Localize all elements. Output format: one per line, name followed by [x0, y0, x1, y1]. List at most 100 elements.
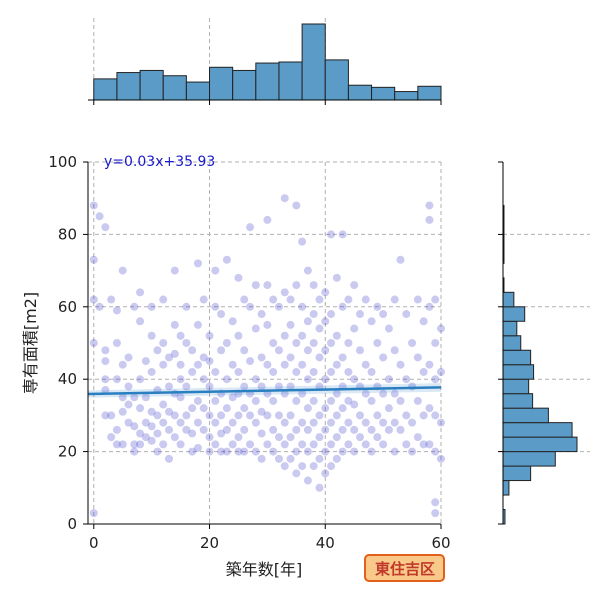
- scatter-point: [332, 454, 341, 463]
- scatter-point: [217, 411, 226, 420]
- right-hist-bar: [502, 320, 518, 337]
- scatter-point: [263, 320, 272, 329]
- scatter-point: [153, 411, 162, 420]
- scatter-point: [269, 425, 278, 434]
- scatter-point: [419, 411, 428, 420]
- scatter-point: [373, 339, 382, 347]
- scatter-point: [141, 393, 150, 402]
- scatter-point: [384, 324, 393, 333]
- scatter-point: [263, 215, 272, 224]
- scatter-point: [263, 360, 272, 369]
- scatter-point: [269, 447, 278, 456]
- scatter-point: [136, 404, 145, 413]
- scatter-point: [425, 360, 434, 369]
- scatter-point: [222, 447, 231, 456]
- scatter-point: [373, 433, 382, 442]
- scatter-point: [303, 346, 312, 355]
- scatter-point: [408, 418, 417, 427]
- scatter-point: [338, 404, 347, 413]
- right-hist-bar: [502, 306, 526, 322]
- scatter-point: [298, 302, 307, 311]
- scatter-point: [303, 375, 312, 384]
- scatter-point: [240, 447, 249, 456]
- scatter-point: [413, 396, 422, 405]
- scatter-point: [257, 353, 266, 362]
- regression-equation: y=0.03x+35.93: [104, 154, 215, 170]
- scatter-point: [332, 360, 341, 369]
- scatter-point: [246, 223, 255, 232]
- scatter-point: [286, 433, 295, 442]
- scatter-point: [431, 447, 440, 456]
- scatter-point: [373, 411, 382, 420]
- scatter-point: [217, 429, 226, 438]
- scatter-point: [217, 346, 226, 355]
- scatter-point: [379, 418, 388, 427]
- scatter-point: [367, 317, 376, 326]
- scatter-point: [315, 483, 324, 492]
- scatter-point: [124, 353, 133, 362]
- scatter-point: [199, 295, 208, 304]
- scatter-point: [286, 320, 295, 329]
- scatter-point: [373, 302, 382, 311]
- scatter-point: [199, 375, 208, 384]
- scatter-point: [124, 418, 133, 427]
- scatter-point: [286, 295, 295, 304]
- scatter-point: [327, 396, 336, 405]
- scatter-point: [170, 320, 179, 329]
- scatter-point: [130, 440, 139, 449]
- scatter-point: [234, 411, 243, 420]
- scatter-point: [246, 411, 255, 420]
- regression-group: [87, 383, 442, 398]
- scatter-point: [141, 357, 150, 366]
- scatter-point: [112, 375, 121, 384]
- scatter-point: [269, 295, 278, 304]
- scatter-point: [390, 295, 399, 304]
- scatter-point: [286, 353, 295, 362]
- scatter-point: [280, 360, 289, 369]
- scatter-point: [269, 339, 278, 347]
- scatter-point: [274, 302, 283, 311]
- scatter-point: [234, 273, 243, 282]
- scatter-point: [217, 447, 226, 456]
- scatter-point: [361, 440, 370, 449]
- scatter-point: [286, 411, 295, 420]
- scatter-point: [159, 440, 168, 449]
- right-hist-bar: [502, 349, 532, 366]
- scatter-point: [141, 433, 150, 442]
- scatter-point: [211, 440, 220, 449]
- scatter-point: [101, 411, 110, 420]
- scatter-point: [211, 302, 220, 311]
- scatter-point: [118, 407, 127, 416]
- scatter-point: [390, 389, 399, 398]
- scatter-point: [165, 454, 174, 463]
- scatter-point: [234, 447, 243, 456]
- scatter-point: [298, 389, 307, 398]
- district-badge-text: 東住吉区: [375, 560, 435, 578]
- scatter-point: [350, 400, 359, 409]
- scatter-point: [431, 509, 440, 518]
- scatter-point: [309, 440, 318, 449]
- scatter-point: [425, 404, 434, 413]
- scatter-point: [251, 418, 260, 427]
- x-tick-label: 20: [200, 534, 219, 552]
- scatter-point: [355, 346, 364, 355]
- scatter-point: [89, 255, 98, 264]
- scatter-point: [228, 393, 237, 402]
- scatter-point: [165, 407, 174, 416]
- scatter-point: [309, 339, 318, 347]
- y-tick-label: 40: [58, 370, 77, 388]
- scatter-point: [153, 429, 162, 438]
- scatter-point: [240, 404, 249, 413]
- scatter-point: [246, 357, 255, 366]
- scatter-point: [246, 302, 255, 311]
- scatter-point: [292, 425, 301, 434]
- scatter-point: [188, 429, 197, 438]
- scatter-point: [437, 324, 445, 333]
- scatter-point: [136, 429, 145, 438]
- scatter-point: [159, 295, 168, 304]
- scatter-point: [170, 411, 179, 420]
- scatter-point: [332, 389, 341, 398]
- top-hist-bar: [301, 23, 326, 101]
- scatter-point: [182, 411, 191, 420]
- scatter-point: [199, 425, 208, 434]
